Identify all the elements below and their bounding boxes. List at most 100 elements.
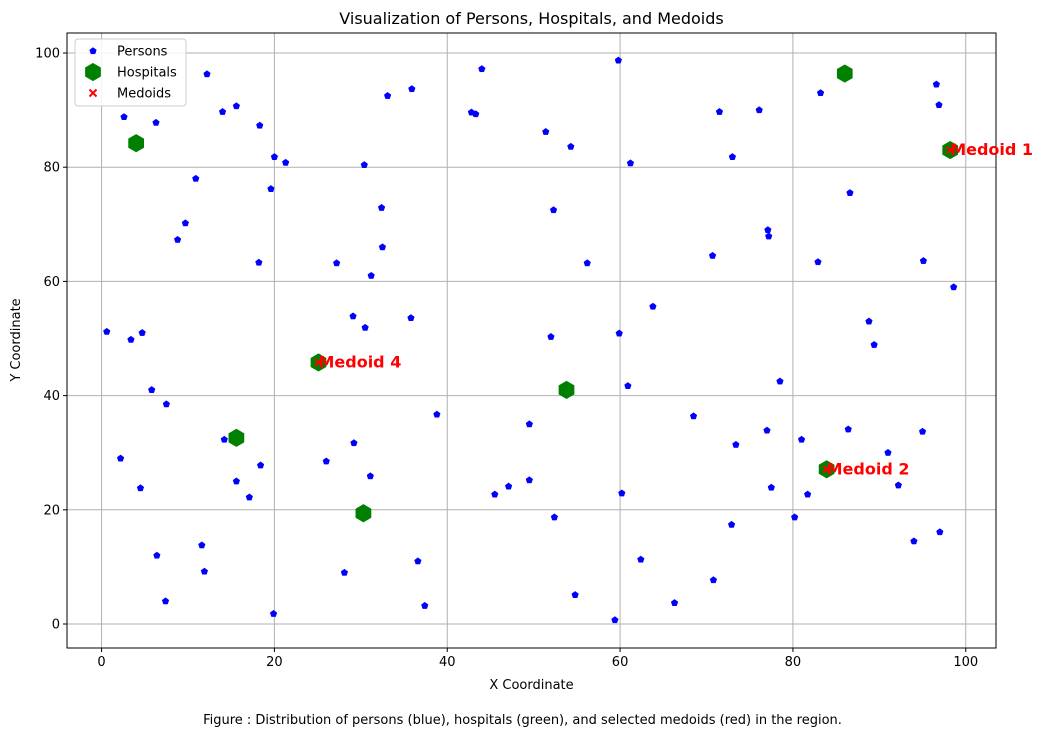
legend-hospitals-marker xyxy=(85,62,101,82)
persons-point xyxy=(407,314,415,322)
x-tick-label: 20 xyxy=(266,655,283,670)
persons-point xyxy=(626,159,635,167)
persons-point xyxy=(256,461,265,469)
medoids-point xyxy=(945,145,955,155)
persons-point xyxy=(350,439,358,447)
persons-point xyxy=(478,65,486,73)
medoid-annotation: Medoid 4 xyxy=(318,352,401,371)
persons-point xyxy=(153,551,161,559)
plot-frame xyxy=(66,32,997,649)
persons-point xyxy=(689,412,698,420)
legend-persons-marker xyxy=(89,47,97,55)
persons-point xyxy=(918,427,927,435)
persons-point xyxy=(383,92,392,99)
persons-point xyxy=(764,226,772,234)
persons-point xyxy=(138,328,146,336)
hospitals-point xyxy=(355,504,372,523)
persons-point xyxy=(220,435,228,443)
persons-point xyxy=(256,121,264,129)
persons-point xyxy=(763,426,771,434)
persons-point xyxy=(148,386,156,393)
persons-point xyxy=(624,382,632,389)
x-tick-label: 0 xyxy=(97,655,105,670)
persons-point xyxy=(550,513,559,521)
persons-point xyxy=(950,283,958,291)
persons-point xyxy=(414,557,422,565)
legend-medoids-label: Medoids xyxy=(117,87,171,102)
persons-point xyxy=(116,454,125,462)
persons-point xyxy=(803,490,812,498)
persons-point xyxy=(333,259,341,267)
persons-point xyxy=(732,440,740,448)
persons-point xyxy=(282,158,290,166)
persons-point xyxy=(670,599,679,606)
chart-title: Visualization of Persons, Hospitals, and… xyxy=(339,9,723,28)
persons-point xyxy=(360,161,368,168)
persons-point xyxy=(884,448,892,456)
x-tick-label: 80 xyxy=(785,655,802,670)
persons-point xyxy=(614,56,622,64)
persons-point xyxy=(583,259,591,267)
persons-point xyxy=(797,435,806,443)
persons-point xyxy=(491,490,499,498)
y-tick-label: 0 xyxy=(52,618,60,633)
persons-point xyxy=(618,489,626,497)
persons-point xyxy=(245,493,253,501)
persons-point xyxy=(181,219,190,227)
persons-point xyxy=(162,400,171,408)
persons-point xyxy=(708,251,717,259)
figure-caption: Figure : Distribution of persons (blue),… xyxy=(203,713,842,728)
persons-point xyxy=(198,541,206,549)
persons-point xyxy=(571,591,579,598)
persons-point xyxy=(472,110,480,118)
hospitals-point xyxy=(558,380,575,399)
persons-point xyxy=(755,106,763,114)
persons-point xyxy=(932,80,940,88)
legend-box xyxy=(74,38,187,107)
axes: 0 20 40 60 80 100 0 20 40 60 80 100 xyxy=(35,32,997,670)
hospitals-point xyxy=(228,428,245,447)
persons-point xyxy=(549,206,558,214)
persons-point xyxy=(791,513,799,521)
persons-point xyxy=(136,484,145,492)
persons-point xyxy=(367,271,375,279)
persons-point xyxy=(269,609,278,617)
persons-point xyxy=(192,174,200,182)
persons-point xyxy=(200,567,209,575)
persons-point xyxy=(776,377,784,385)
hospitals-point xyxy=(836,64,853,83)
persons-point xyxy=(615,329,623,337)
persons-point xyxy=(542,127,550,135)
annotations: Medoid 1 Medoid 2 Medoid 4 xyxy=(318,140,1033,478)
y-tick-label: 60 xyxy=(43,275,60,290)
y-tick-label: 40 xyxy=(43,389,60,404)
persons-point xyxy=(203,70,211,78)
persons-point xyxy=(421,601,429,609)
persons-point xyxy=(547,332,555,340)
persons-point xyxy=(408,85,416,93)
persons-point xyxy=(767,483,775,491)
persons-point xyxy=(525,420,533,428)
persons-point xyxy=(378,243,387,251)
persons-point xyxy=(936,528,944,536)
persons-point xyxy=(270,153,279,160)
persons-point xyxy=(846,189,854,196)
legend: Persons Hospitals Medoids xyxy=(74,38,187,107)
y-tick-label: 80 xyxy=(43,161,60,176)
persons-point xyxy=(567,142,575,150)
x-tick-label: 100 xyxy=(953,655,978,670)
persons-point xyxy=(765,232,773,240)
persons-point xyxy=(649,302,657,310)
medoid-annotation: Medoid 2 xyxy=(827,459,910,478)
persons-point xyxy=(232,477,241,485)
persons-point xyxy=(349,312,357,320)
persons-point xyxy=(637,555,645,563)
persons-point xyxy=(844,425,852,433)
persons-point xyxy=(340,568,349,576)
y-tick-label: 20 xyxy=(43,503,60,518)
persons-point xyxy=(267,185,275,192)
persons-point xyxy=(322,457,330,465)
persons-point xyxy=(727,520,736,528)
medoids-point xyxy=(314,358,323,367)
